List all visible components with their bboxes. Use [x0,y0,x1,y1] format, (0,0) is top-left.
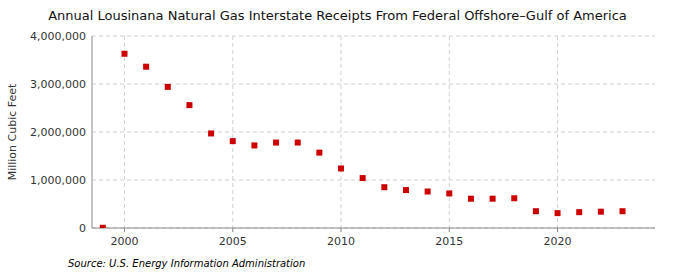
data-point [230,138,236,144]
data-point [403,187,409,193]
data-point [576,209,582,215]
tick-label: 4,000,000 [30,30,86,43]
tick-mark [449,228,450,232]
data-point [468,196,474,202]
tick-label: 0 [79,222,86,235]
data-point [533,208,539,214]
grid-line [232,36,233,228]
grid [92,36,655,228]
y-axis-line [92,36,93,228]
grid-line [341,36,342,228]
data-point [100,225,106,228]
tick-label: 2,000,000 [30,126,86,139]
tick-label: 2010 [327,235,355,248]
data-point [121,51,127,57]
data-point [338,165,344,171]
data-point [251,142,257,148]
data-point [425,189,431,195]
data-point [360,175,366,181]
data-point [186,102,192,108]
tick-label: 3,000,000 [30,78,86,91]
tick-mark [341,228,342,232]
annotation: Source: U.S. Energy Information Administ… [68,258,305,269]
grid-line [92,180,655,181]
axes: 0 1,000,000 2,000,000 3,000,000 4,000,000 200… [30,30,655,248]
tick-label: 1,000,000 [30,174,86,187]
data-point [316,150,322,156]
chart: 0 1,000,000 2,000,000 3,000,000 4,000,000 200… [0,0,675,275]
grid-line [557,36,558,228]
tick-mark [557,228,558,232]
plot-area [92,36,655,228]
data-point [511,195,517,201]
data-point [295,140,301,146]
data-point [143,64,149,70]
data-point [555,210,561,216]
y-axis-label: Million Cubic Feet [6,83,19,180]
data-point [620,208,626,214]
tick-label: 2020 [544,235,572,248]
tick-label: 2015 [435,235,463,248]
data-point [598,209,604,215]
title: Annual Lousinana Natural Gas Interstate … [48,8,627,23]
x-axis-line [92,228,655,229]
data-point [273,140,279,146]
data-points [100,51,626,228]
grid-line [92,84,655,85]
tick-label: 2000 [110,235,138,248]
grid-line [449,36,450,228]
tick-label: 2005 [219,235,247,248]
grid-line [92,36,655,37]
data-point [208,130,214,136]
grid-line [92,228,655,229]
grid-line [92,132,655,133]
data-point [165,84,171,90]
data-point [381,184,387,190]
tick-mark [124,228,125,232]
grid-line [124,36,125,228]
data-point [446,190,452,196]
data-point [490,196,496,202]
tick-mark [232,228,233,232]
